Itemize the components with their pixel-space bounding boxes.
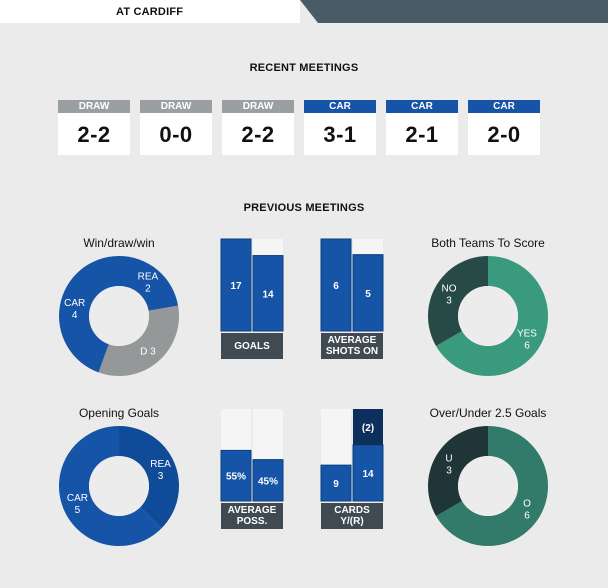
meeting-result: CAR [386, 100, 458, 113]
meeting-result: CAR [468, 100, 540, 113]
wdw-donut: REA 2 D 3 CAR 4 [59, 256, 179, 376]
btts-slice-yes [436, 256, 548, 376]
wdw-slice-d [98, 305, 179, 376]
meeting-result: CAR [304, 100, 376, 113]
shots-label-line2: SHOTS ON [325, 346, 379, 357]
possession-bars: 55% 45% [220, 409, 284, 502]
cards-bars: 9 14 (2) [320, 409, 384, 502]
meeting-card: DRAW 2-2 [58, 100, 130, 155]
cards-red-value: (2) [362, 423, 374, 434]
possession-label-line2: POSS. [236, 516, 268, 527]
shots-label-line1: AVERAGE [327, 335, 377, 346]
wdw-slice-car [59, 256, 119, 373]
cards-label-line1: CARDS [334, 505, 370, 516]
wdw-slice-rea [119, 256, 179, 311]
shots-bar-value: 5 [365, 289, 371, 300]
shots-bar [320, 238, 352, 332]
meeting-card: CAR 2-1 [386, 100, 458, 155]
venue-tab[interactable]: AT CARDIFF [0, 0, 300, 23]
btts-donut: YES 6 NO 3 [428, 256, 548, 376]
over-under-title: Over/Under 2.5 Goals [429, 406, 547, 420]
meeting-score: 2-2 [241, 122, 275, 147]
cards-label-line2: Y/(R) [340, 516, 364, 527]
meeting-card: DRAW 0-0 [140, 100, 212, 155]
opening-goals-title: Opening Goals [78, 406, 160, 420]
meeting-score: 2-1 [405, 122, 439, 147]
meeting-result: DRAW [140, 100, 212, 113]
previous-meetings-title: PREVIOUS MEETINGS [243, 202, 365, 214]
btts-title: Both Teams To Score [431, 236, 545, 250]
meeting-result: DRAW [222, 100, 294, 113]
cards-red-bar [353, 409, 383, 445]
meeting-score: 2-2 [77, 122, 111, 147]
wdw-title: Win/draw/win [83, 236, 155, 250]
venue-tab-strip: AT CARDIFF [0, 0, 608, 23]
meeting-score: 0-0 [159, 122, 193, 147]
btts-donut-hole [458, 286, 518, 346]
shots-bar-value: 6 [333, 281, 339, 292]
cards-bar [352, 444, 384, 502]
meeting-card: CAR 2-0 [468, 100, 540, 155]
shots-label: AVERAGE SHOTS ON [321, 333, 383, 359]
opening-slice-label: CAR 5 [67, 493, 88, 516]
opening-slice-car [59, 426, 162, 546]
possession-label-line1: AVERAGE [227, 505, 277, 516]
cards-label: CARDS Y/(R) [321, 503, 383, 529]
meeting-score: 2-0 [487, 122, 521, 147]
tab-wedge [300, 0, 318, 23]
btts-slice-label: NO 3 [442, 284, 457, 307]
wdw-slice-label: D 3 [140, 346, 156, 357]
ou-slice-o [436, 426, 548, 546]
recent-meetings-title: RECENT MEETINGS [249, 62, 359, 74]
shots-bars: 65 [320, 238, 384, 332]
goals-bar [252, 255, 284, 332]
wdw-donut-hole [89, 286, 149, 346]
opening-slice-label: REA 3 [150, 459, 171, 482]
poss-bar-value: 45% [258, 476, 278, 487]
over-under-donut: O 6 U 3 [428, 426, 548, 546]
opening-goals-donut: REA 3 CAR 5 [59, 426, 179, 546]
goals-bar-value: 14 [262, 289, 274, 300]
opening-donut-hole [89, 456, 149, 516]
possession-label: AVERAGE POSS. [221, 503, 283, 529]
cards-bar-value: 14 [362, 469, 374, 480]
wdw-slice-label: CAR 4 [64, 298, 85, 321]
meeting-card: DRAW 2-2 [222, 100, 294, 155]
meeting-score: 3-1 [323, 122, 357, 147]
poss-bar [252, 459, 284, 502]
poss-bar-value: 55% [226, 472, 246, 483]
ou-donut-hole [458, 456, 518, 516]
goals-bar-value: 17 [230, 281, 242, 292]
venue-tab-label: AT CARDIFF [116, 6, 184, 18]
shots-bar [352, 254, 384, 332]
btts-slice-no [428, 256, 488, 346]
opening-slice-rea [119, 426, 179, 529]
cards-bar [320, 464, 352, 502]
goals-label-text: GOALS [234, 340, 270, 352]
ou-slice-u [428, 426, 488, 516]
meeting-result: DRAW [58, 100, 130, 113]
btts-slice-label: YES 6 [517, 329, 537, 352]
goals-label: GOALS [221, 333, 283, 359]
cards-bar-value: 9 [333, 479, 339, 490]
goals-bar [220, 238, 252, 332]
poss-bar [220, 449, 252, 502]
meeting-card: CAR 3-1 [304, 100, 376, 155]
tab-band [318, 0, 608, 23]
wdw-slice-label: REA 2 [138, 272, 159, 295]
